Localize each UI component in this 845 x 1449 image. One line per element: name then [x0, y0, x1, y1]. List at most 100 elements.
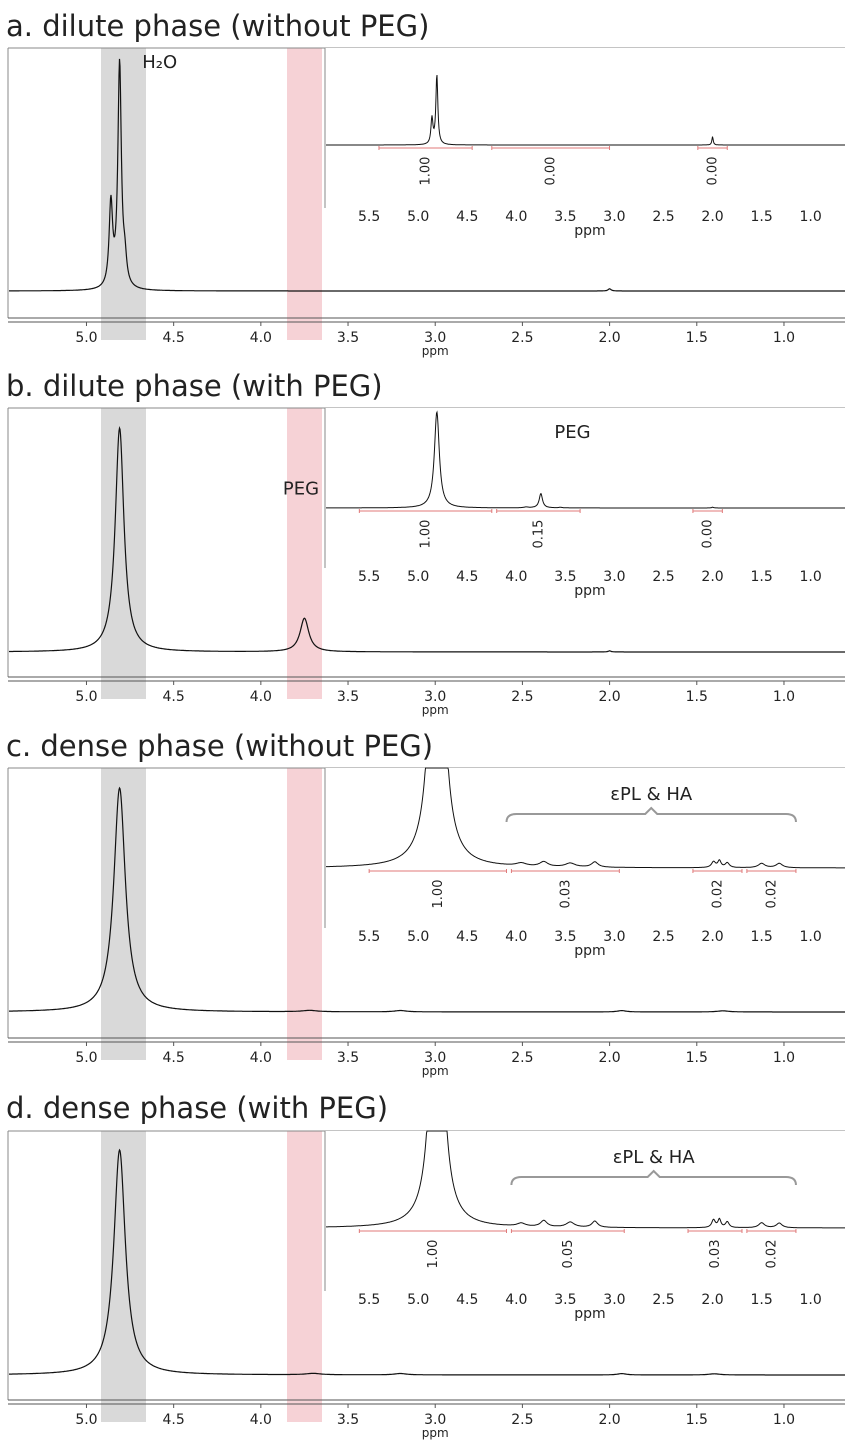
inset-x-tick-label: 5.5 [358, 1292, 380, 1308]
spectrum-panel-c: c. dense phase (without PEG) 5.0 4.5 4.0 3.5… [6, 729, 845, 1078]
inset-x-tick-label: 5.0 [407, 569, 429, 585]
brace [505, 806, 797, 823]
spectrum-panel-a: a. dilute phase (without PEG) 5.0 4.5 4.0 3.… [6, 9, 845, 358]
x-tick-label: 1.0 [773, 689, 795, 705]
inset-peak-label: PEG [554, 422, 590, 443]
x-tick-label: 3.0 [424, 330, 446, 346]
inset-x-tick-label: 3.5 [554, 569, 576, 585]
panel-title: d. dense phase (with PEG) [6, 1091, 388, 1125]
inset-x-tick-label: 4.0 [505, 209, 527, 225]
inset-x-axis-label: ppm [574, 1306, 605, 1322]
integral-value: 0.05 [561, 1240, 576, 1269]
inset-background [325, 48, 845, 208]
integral-value: 0.02 [764, 880, 779, 909]
x-tick-label: 3.5 [337, 1412, 359, 1428]
peg-band [287, 1131, 322, 1422]
integral-value: 0.15 [531, 520, 546, 549]
x-tick-label: 4.5 [163, 330, 185, 346]
panel-title: c. dense phase (without PEG) [6, 729, 433, 763]
peg-band [287, 768, 322, 1060]
inset-x-tick-label: 1.0 [800, 1292, 822, 1308]
integral-value: 0.02 [764, 1240, 779, 1269]
inset-x-tick-label: 3.5 [554, 1292, 576, 1308]
integral-value: 0.03 [558, 880, 573, 909]
spectrum-line [9, 786, 845, 1013]
integral-value: 1.00 [431, 880, 446, 909]
inset-x-tick-label: 3.5 [554, 929, 576, 945]
x-tick-label: 5.0 [75, 1050, 97, 1066]
inset-x-tick-label: 1.5 [750, 209, 772, 225]
water-band [101, 48, 146, 340]
inset-x-tick-label: 2.0 [701, 569, 723, 585]
x-tick-label: 2.0 [598, 330, 620, 346]
inset-x-tick-label: 2.0 [701, 1292, 723, 1308]
inset-x-tick-label: 5.5 [358, 569, 380, 585]
x-tick-label: 3.5 [337, 689, 359, 705]
inset-x-tick-label: 5.5 [358, 929, 380, 945]
inset-x-tick-label: 4.5 [456, 569, 478, 585]
inset-x-tick-label: 1.5 [750, 929, 772, 945]
x-tick-label: 1.5 [686, 689, 708, 705]
inset-x-tick-label: 4.0 [505, 569, 527, 585]
x-axis-label: ppm [422, 1064, 449, 1078]
inset-background [325, 408, 845, 568]
x-tick-label: 5.0 [75, 1412, 97, 1428]
brace-label: εPL & HA [610, 784, 693, 805]
inset-x-tick-label: 3.5 [554, 209, 576, 225]
spectrum-panel-d: d. dense phase (with PEG) 5.0 4.5 4.0 3.5 3.0… [6, 1091, 845, 1440]
spectrum-line [9, 425, 845, 653]
peg-band [287, 48, 322, 340]
x-tick-label: 5.0 [75, 330, 97, 346]
peak-label: PEG [283, 478, 319, 499]
inset-spectrum-line [326, 1130, 845, 1229]
x-tick-label: 1.5 [686, 1050, 708, 1066]
panel-title: b. dilute phase (with PEG) [6, 369, 383, 403]
inset-x-axis-label: ppm [574, 943, 605, 959]
x-tick-label: 5.0 [75, 689, 97, 705]
peak-label: H₂O [142, 52, 177, 73]
x-tick-label: 3.0 [424, 1050, 446, 1066]
x-tick-label: 1.5 [686, 330, 708, 346]
inset-spectrum-line [326, 410, 845, 509]
x-tick-label: 2.0 [598, 1050, 620, 1066]
panel-title: a. dilute phase (without PEG) [6, 9, 429, 43]
x-tick-label: 2.5 [511, 1412, 533, 1428]
inset-x-tick-label: 2.5 [652, 209, 674, 225]
inset-x-tick-label: 2.5 [652, 569, 674, 585]
inset-x-tick-label: 3.0 [603, 209, 625, 225]
x-tick-label: 2.5 [511, 330, 533, 346]
water-band [101, 1131, 146, 1422]
spectrum-line [9, 58, 845, 292]
inset-x-tick-label: 2.0 [701, 209, 723, 225]
inset-x-tick-label: 2.5 [652, 1292, 674, 1308]
spectrum-panel-b: b. dilute phase (with PEG) 5.0 4.5 4.0 3.5 3.… [6, 369, 845, 717]
x-tick-label: 3.5 [337, 330, 359, 346]
water-band [101, 408, 146, 699]
inset-x-tick-label: 1.0 [800, 209, 822, 225]
inset-x-tick-label: 4.0 [505, 929, 527, 945]
integral-value: 0.00 [701, 520, 716, 549]
inset-x-tick-label: 5.0 [407, 929, 429, 945]
x-tick-label: 4.5 [163, 1412, 185, 1428]
integral-value: 1.00 [426, 1240, 441, 1269]
inset-x-tick-label: 4.0 [505, 1292, 527, 1308]
integral-value: 1.00 [419, 157, 434, 186]
x-tick-label: 4.5 [163, 1050, 185, 1066]
inset-x-tick-label: 4.5 [456, 929, 478, 945]
x-tick-label: 2.0 [598, 689, 620, 705]
inset-x-tick-label: 3.0 [603, 929, 625, 945]
brace [510, 1169, 797, 1186]
x-tick-label: 2.0 [598, 1412, 620, 1428]
x-tick-label: 2.5 [511, 1050, 533, 1066]
x-axis-label: ppm [422, 1426, 449, 1440]
inset-x-axis-label: ppm [574, 223, 605, 239]
inset: 1.00 0.15 0.00 5.5 5.0 4.5 4.0 3.5 3.0 2.5 2.0 1.5 1… [324, 408, 845, 599]
inset: 1.00 0.00 0.00 5.5 5.0 4.5 4.0 3.5 3.0 2.5 2.0 1.5 1… [324, 48, 845, 239]
x-tick-label: 3.5 [337, 1050, 359, 1066]
inset-x-tick-label: 4.5 [456, 1292, 478, 1308]
inset-x-axis-label: ppm [574, 583, 605, 599]
x-axis-label: ppm [422, 703, 449, 717]
x-tick-label: 3.0 [424, 689, 446, 705]
